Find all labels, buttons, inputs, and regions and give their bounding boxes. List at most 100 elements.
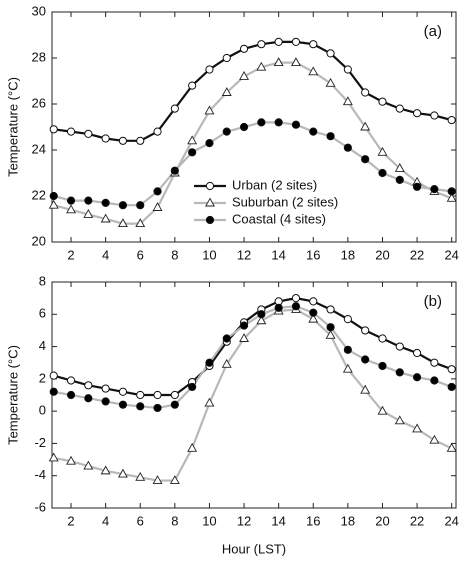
marker <box>135 471 146 481</box>
marker <box>412 423 423 433</box>
marker <box>274 118 283 127</box>
legend-label: Urban (2 sites) <box>232 177 317 192</box>
y-tick-label: 0 <box>39 403 46 418</box>
marker <box>135 218 146 228</box>
x-tick-label: 16 <box>306 513 320 528</box>
marker <box>361 326 370 335</box>
legend-marker <box>205 197 215 207</box>
marker <box>361 355 370 364</box>
marker <box>343 315 352 324</box>
marker <box>326 323 335 332</box>
marker <box>412 182 422 191</box>
panel-label: (a) <box>424 23 442 40</box>
legend-marker <box>205 215 215 225</box>
x-tick-label: 2 <box>67 513 74 528</box>
x-tick-label: 24 <box>444 247 458 262</box>
marker <box>394 162 405 172</box>
marker <box>378 97 387 106</box>
marker <box>274 303 283 312</box>
marker <box>377 405 388 415</box>
line <box>53 40 452 142</box>
y-axis-label: Temperature (°C) <box>5 345 20 445</box>
marker <box>66 455 76 465</box>
marker <box>257 40 266 49</box>
marker <box>153 390 162 400</box>
marker <box>136 136 145 145</box>
marker <box>84 394 93 403</box>
marker <box>430 358 439 367</box>
marker <box>153 187 162 196</box>
marker <box>447 365 456 374</box>
marker <box>239 70 250 80</box>
x-tick-label: 12 <box>237 247 251 262</box>
marker <box>66 376 76 385</box>
x-tick-label: 6 <box>137 247 144 262</box>
marker <box>136 390 145 400</box>
marker <box>395 368 404 377</box>
marker <box>101 198 110 207</box>
marker <box>342 363 353 373</box>
y-tick-label: -6 <box>34 499 46 514</box>
marker <box>378 334 387 343</box>
marker <box>343 345 352 354</box>
x-tick-label: 14 <box>271 513 285 528</box>
marker <box>188 148 197 157</box>
marker <box>153 403 162 413</box>
marker <box>291 120 301 129</box>
panel-label: (b) <box>424 293 442 310</box>
marker <box>118 387 128 396</box>
marker <box>187 135 198 145</box>
marker <box>84 129 93 138</box>
x-tick-label: 4 <box>102 247 109 262</box>
marker <box>325 329 336 339</box>
marker <box>100 213 111 223</box>
marker <box>309 40 318 49</box>
marker <box>377 146 388 156</box>
marker <box>169 475 180 485</box>
marker <box>117 468 128 478</box>
marker <box>446 192 457 202</box>
x-tick-label: 22 <box>410 513 424 528</box>
marker <box>412 109 422 118</box>
y-tick-label: 22 <box>32 187 46 202</box>
marker <box>66 127 76 136</box>
marker <box>48 452 59 462</box>
marker <box>257 310 266 319</box>
x-tick-label: 20 <box>375 513 389 528</box>
marker <box>49 191 58 201</box>
marker <box>325 77 336 87</box>
marker <box>291 302 301 311</box>
marker <box>170 400 179 409</box>
x-tick-label: 24 <box>444 513 458 528</box>
marker <box>101 134 110 143</box>
marker <box>221 87 232 96</box>
line <box>53 121 452 207</box>
legend-label: Suburban (2 sites) <box>232 194 338 209</box>
marker <box>378 361 387 371</box>
marker <box>394 415 405 425</box>
marker <box>221 358 232 368</box>
y-tick-label: 20 <box>32 233 46 248</box>
marker <box>343 65 352 74</box>
marker <box>257 118 266 127</box>
marker <box>239 321 249 330</box>
x-tick-label: 20 <box>375 247 389 262</box>
marker <box>136 201 145 210</box>
marker <box>447 116 456 125</box>
y-tick-label: 30 <box>32 3 46 18</box>
marker <box>291 294 301 303</box>
y-tick-label: -4 <box>34 467 46 482</box>
marker <box>429 434 440 444</box>
marker <box>187 442 198 452</box>
marker <box>118 136 128 145</box>
marker <box>100 465 111 475</box>
marker <box>205 65 214 74</box>
marker <box>84 196 93 205</box>
marker <box>101 384 110 393</box>
marker <box>308 66 319 76</box>
marker <box>430 111 439 120</box>
marker <box>239 333 250 342</box>
marker <box>395 104 404 113</box>
marker <box>205 358 214 367</box>
